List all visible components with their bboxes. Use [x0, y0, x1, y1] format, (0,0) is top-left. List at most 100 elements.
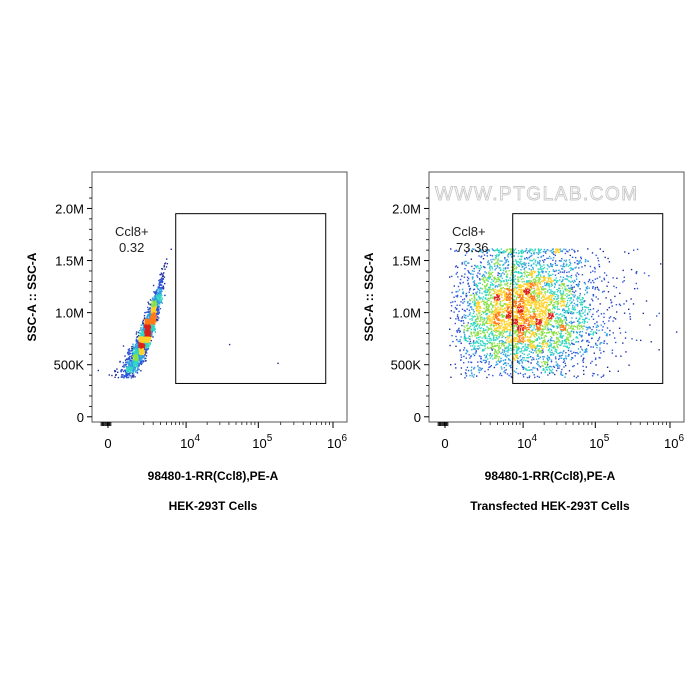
data-point [487, 294, 490, 296]
data-point [483, 342, 485, 345]
plot-frame [428, 171, 685, 423]
data-point [554, 293, 556, 295]
data-point [469, 374, 471, 377]
data-point [161, 294, 163, 297]
data-point [139, 340, 141, 343]
data-point [476, 315, 479, 317]
data-point [603, 342, 605, 344]
data-point [148, 335, 151, 338]
data-point [484, 362, 486, 364]
data-point [570, 274, 573, 277]
data-point [550, 302, 553, 304]
data-point [140, 360, 143, 363]
data-point [544, 301, 546, 303]
data-point [501, 341, 503, 343]
data-point [501, 310, 504, 313]
data-point [570, 302, 572, 305]
data-point [516, 290, 518, 292]
data-point [598, 265, 601, 268]
data-point [471, 373, 473, 375]
data-point [539, 350, 542, 352]
data-point [582, 369, 585, 372]
data-point [487, 347, 489, 350]
data-point [142, 344, 144, 346]
data-point [544, 276, 546, 279]
data-point [513, 276, 515, 279]
data-point [592, 334, 594, 336]
data-point [476, 302, 478, 304]
data-point [486, 317, 488, 319]
data-point [550, 354, 552, 356]
data-point [507, 340, 510, 342]
data-point [495, 302, 497, 304]
data-point [525, 369, 528, 371]
data-point [483, 300, 485, 302]
data-point [541, 292, 543, 294]
data-point [509, 248, 511, 250]
data-point [140, 370, 142, 372]
data-point [498, 318, 500, 320]
data-point [157, 308, 160, 310]
data-point [580, 325, 583, 327]
data-point [541, 361, 543, 364]
data-point [478, 333, 480, 335]
data-point [504, 359, 507, 361]
data-point [516, 335, 519, 337]
data-point [542, 250, 545, 253]
data-point [133, 359, 136, 361]
data-point [527, 285, 529, 287]
data-point [137, 339, 139, 342]
data-point [479, 282, 481, 284]
data-point [536, 276, 538, 279]
data-point [533, 340, 536, 343]
data-point [460, 336, 462, 338]
data-point [136, 370, 138, 372]
data-point [539, 264, 541, 266]
data-point [546, 296, 548, 299]
data-point [489, 292, 491, 294]
data-point [153, 312, 155, 314]
data-point [515, 340, 517, 342]
gate-rectangle[interactable] [175, 213, 327, 384]
data-point [162, 278, 164, 280]
data-point [127, 360, 129, 363]
data-point [535, 318, 538, 320]
data-point [135, 359, 137, 361]
data-point [516, 271, 518, 274]
data-point [156, 289, 158, 291]
data-point [533, 295, 535, 297]
data-point [125, 363, 127, 365]
data-point [493, 298, 496, 300]
data-point [607, 281, 610, 283]
data-point [548, 309, 551, 312]
data-point [549, 372, 551, 375]
data-point [458, 289, 461, 291]
data-point [596, 344, 598, 346]
data-point [525, 293, 527, 295]
data-point [531, 296, 534, 299]
data-point [149, 343, 151, 346]
data-point [587, 281, 590, 283]
data-point [135, 346, 138, 348]
data-point [144, 338, 146, 340]
data-point [502, 264, 505, 266]
data-point [544, 282, 546, 284]
data-point [495, 357, 497, 359]
data-point [530, 269, 532, 271]
data-point [535, 275, 538, 277]
data-point [134, 366, 137, 369]
data-point [493, 290, 495, 292]
x-tick-label: 105 [252, 433, 272, 451]
data-point [530, 324, 533, 327]
data-point [615, 304, 618, 306]
plot-panel-left: 0 500K 1.0M 1.5M 2.0M 0 104 105 106 SSC-A :: SSC-… [25, 171, 348, 513]
data-point [551, 368, 554, 371]
data-point [560, 293, 563, 295]
data-point [498, 336, 500, 339]
data-point [488, 337, 490, 340]
data-point [486, 250, 488, 252]
data-point [524, 250, 526, 253]
data-point [482, 300, 484, 302]
data-point [514, 305, 516, 307]
data-point [504, 297, 506, 300]
